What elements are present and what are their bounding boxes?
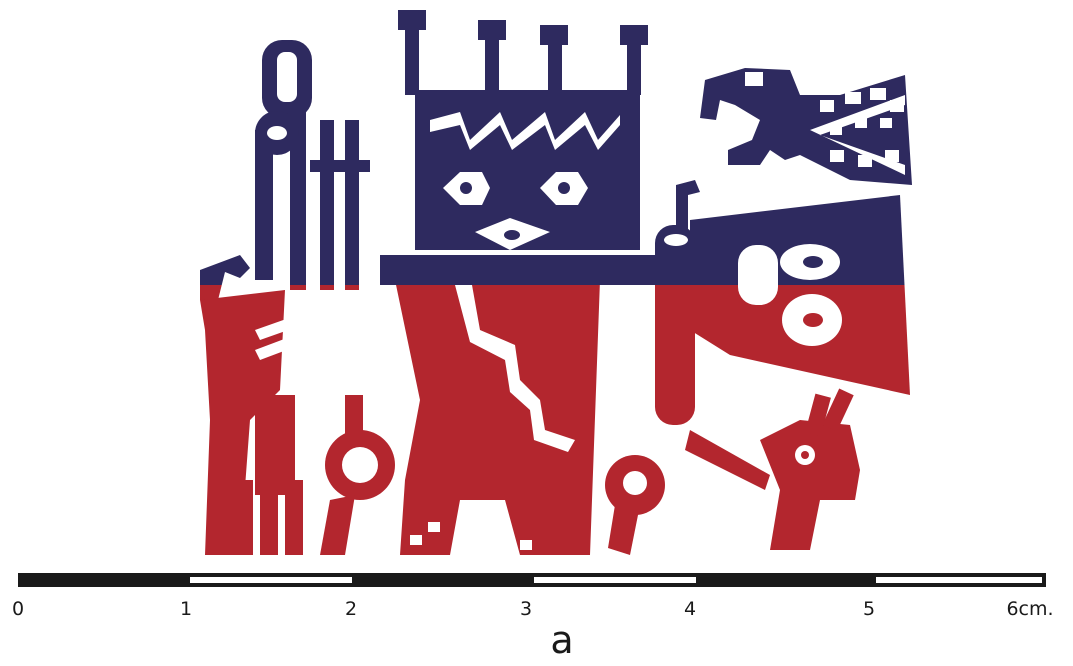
scale-tick-2: 2	[344, 598, 358, 620]
scale-bar-segment-3	[534, 577, 696, 583]
scale-bar-segment-5	[876, 577, 1042, 583]
scale-tick-0: 0	[11, 598, 25, 620]
scale-tick-6: 6cm.	[1006, 598, 1054, 620]
shield-eye-dots-lower	[801, 313, 823, 459]
scale-bar	[18, 573, 1046, 587]
figure-letter: a	[550, 618, 574, 662]
shield-eye-dots	[803, 256, 823, 268]
bird-pattern	[745, 72, 905, 175]
scale-tick-4: 4	[683, 598, 697, 620]
scale-tick-5: 5	[862, 598, 876, 620]
scale-bar-segment-1	[190, 577, 352, 583]
scale-tick-1: 1	[179, 598, 193, 620]
scale-tick-3: 3	[519, 598, 533, 620]
scale-bar-outline	[18, 573, 1046, 587]
eye-pupils	[460, 182, 570, 240]
